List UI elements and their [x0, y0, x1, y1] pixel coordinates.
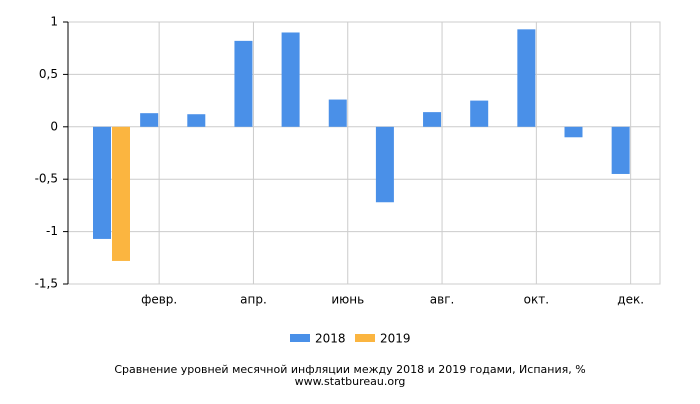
bar: [517, 29, 536, 127]
legend-label: 2019: [380, 332, 411, 346]
chart-subtitle: www.statbureau.org: [295, 375, 406, 388]
bar: [93, 126, 111, 239]
bar: [281, 32, 300, 127]
x-tick-label: июнь: [331, 293, 364, 307]
bar: [328, 99, 347, 127]
y-tick-label: 0,5: [39, 67, 58, 81]
bar: [470, 100, 489, 127]
x-tick-label: дек.: [617, 293, 644, 307]
bar: [564, 126, 583, 138]
legend-swatch: [355, 334, 375, 342]
legend-label: 2018: [315, 332, 346, 346]
bar: [611, 126, 630, 174]
y-tick-label: 1: [50, 15, 58, 29]
x-tick-label: окт.: [524, 293, 549, 307]
bar: [423, 112, 442, 127]
chart-title: Сравнение уровней месячной инфляции межд…: [114, 363, 585, 376]
bar: [187, 114, 206, 127]
bar: [375, 126, 394, 203]
bar: [140, 113, 159, 127]
y-tick-label: 0: [50, 119, 58, 133]
bar: [112, 126, 130, 261]
y-tick-label: -0,5: [35, 172, 58, 186]
y-tick-label: -1: [46, 224, 58, 238]
x-tick-label: апр.: [240, 293, 267, 307]
plot-area: [67, 21, 661, 285]
y-tick-label: -1,5: [35, 277, 58, 291]
x-tick-label: авг.: [430, 293, 455, 307]
bar: [234, 40, 253, 127]
legend-swatch: [290, 334, 310, 342]
x-tick-label: февр.: [141, 293, 177, 307]
